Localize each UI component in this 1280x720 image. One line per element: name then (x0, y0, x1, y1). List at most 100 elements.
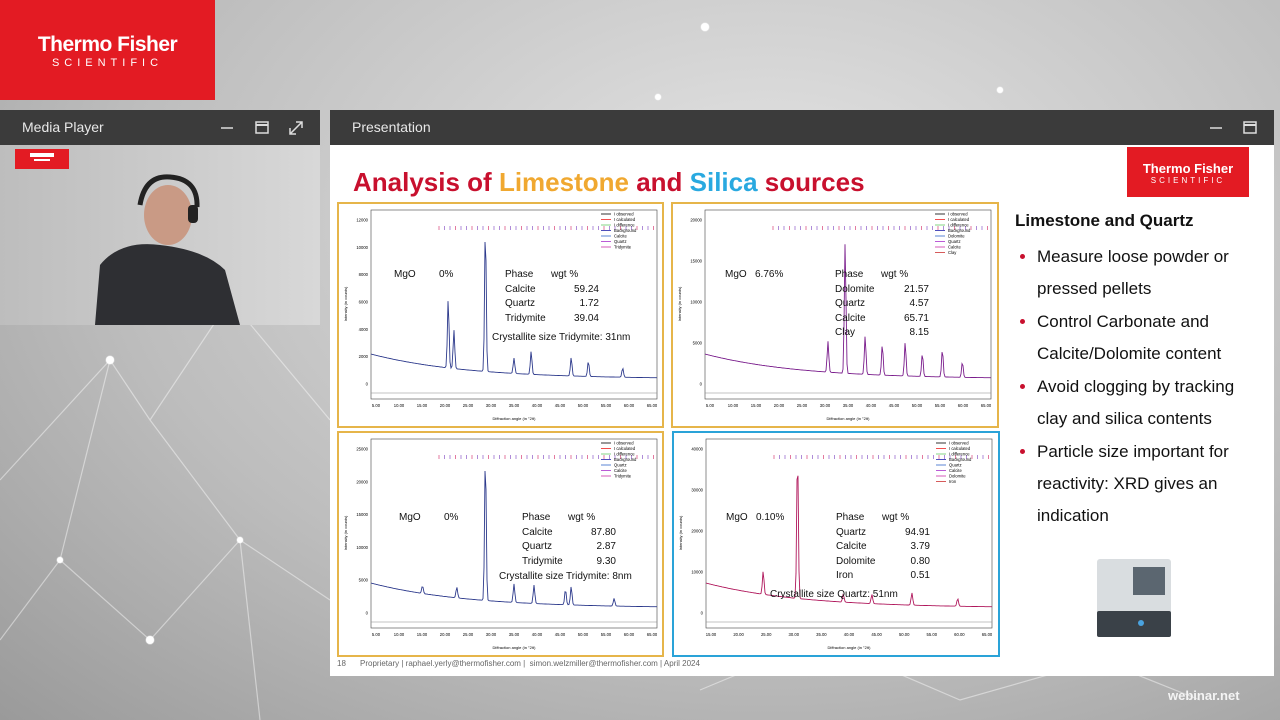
phase-name: Quartz (836, 526, 867, 538)
legend-label: Tridymite (614, 474, 632, 479)
legend-label: Dolomite (949, 474, 966, 479)
presentation-window: Presentation Analysis of Limestone and S… (330, 110, 1274, 676)
y-tick-label: 15000 (356, 512, 368, 517)
y-tick-label: 2000 (359, 354, 369, 359)
phase-name: Iron (836, 570, 854, 581)
legend-label: I observed (948, 212, 968, 217)
legend-label: Background (614, 457, 637, 462)
crystallite-size: Crystallite size Tridymite: 8nm (499, 571, 632, 582)
logo-sub: SCIENTIFIC (1150, 176, 1226, 185)
x-tick-label: 55.00 (601, 403, 612, 408)
table-header: Phase (836, 512, 865, 523)
phase-name: Calcite (836, 541, 867, 552)
bullet: Avoid clogging by tracking clay and sili… (1037, 371, 1260, 435)
phase-wgt: 59.24 (573, 283, 599, 295)
phase-name: Dolomite (836, 555, 876, 567)
window-controls[interactable] (1204, 119, 1264, 137)
x-tick-label: 65.00 (647, 632, 658, 637)
y-tick-label: 4000 (359, 327, 369, 332)
x-tick-label: 35.00 (816, 632, 827, 637)
x-axis-label: Diffraction angle (in °2θ) (493, 645, 537, 650)
y-tick-label: 5000 (693, 341, 703, 346)
y-tick-label: 15000 (690, 259, 702, 264)
x-tick-label: 50.00 (912, 403, 923, 408)
plot-frame (705, 438, 993, 629)
mgo-label: MgO (725, 269, 747, 280)
phase-wgt: 94.91 (904, 526, 930, 538)
x-tick-label: 55.00 (927, 632, 938, 637)
xrd-plot: Intensity (in counts) Diffraction angle (… (343, 438, 658, 650)
logo-brand: Thermo Fisher (1142, 161, 1234, 176)
plot-frame (704, 209, 992, 400)
x-tick-label: 50.00 (899, 632, 910, 637)
pattern-line (704, 244, 992, 379)
phase-name: Quartz (835, 298, 866, 309)
y-tick-label: 12000 (356, 218, 368, 223)
x-tick-label: 20.00 (440, 403, 451, 408)
y-tick-label: 30000 (691, 488, 703, 493)
x-tick-label: 45.00 (555, 403, 566, 408)
y-tick-label: 10000 (691, 570, 703, 575)
mgo-value: 6.76% (755, 269, 784, 280)
xrd-plot: Intensity (in counts) Diffraction angle (… (678, 438, 993, 650)
x-tick-label: 5.00 (706, 403, 715, 408)
x-tick-label: 50.00 (578, 632, 589, 637)
legend-label: I difference (949, 452, 970, 457)
x-tick-label: 50.00 (578, 403, 589, 408)
slide: Analysis of Limestone and Silica sources… (330, 145, 1274, 676)
phase-name: Clay (835, 327, 856, 338)
y-tick-label: 8000 (359, 272, 369, 277)
phase-wgt: 8.15 (909, 327, 929, 338)
legend-label: I observed (949, 441, 969, 446)
x-axis-label: Diffraction angle (in °2θ) (827, 416, 871, 421)
page-number: 18 (337, 659, 346, 668)
legend-label: Calcite (948, 245, 961, 250)
bullet-list: Measure loose powder or pressed pelletsC… (1015, 241, 1260, 532)
x-tick-label: 65.00 (982, 632, 993, 637)
legend-label: I difference (948, 223, 969, 228)
y-tick-label: 0 (700, 382, 703, 387)
x-tick-label: 20.00 (774, 403, 785, 408)
phase-name: Calcite (522, 526, 553, 538)
phase-wgt: 4.57 (909, 298, 929, 309)
legend-label: Quartz (614, 239, 627, 244)
y-axis-label: Intensity (in counts) (343, 286, 348, 321)
xrd-panel: Intensity (in counts) Diffraction angle (… (337, 202, 664, 428)
table-header: wgt % (551, 269, 579, 280)
title-part: Limestone (498, 167, 629, 197)
y-tick-label: 25000 (356, 447, 368, 452)
x-tick-label: 55.00 (601, 632, 612, 637)
y-tick-label: 0 (701, 611, 704, 616)
x-tick-label: 5.00 (372, 632, 381, 637)
slide-logo: Thermo Fisher SCIENTIFIC (1127, 147, 1249, 197)
xrd-panel: Intensity (in counts) Diffraction angle (… (337, 431, 664, 657)
video-feed (0, 145, 320, 325)
legend-label: Quartz (949, 463, 962, 468)
legend-label: I difference (614, 223, 635, 228)
xrd-panel: Intensity (in counts) Diffraction angle (… (671, 202, 999, 428)
sidebar: Limestone and Quartz Measure loose powde… (1015, 211, 1260, 533)
legend-label: Background (614, 228, 637, 233)
xrd-plot: Intensity (in counts) Diffraction angle (… (343, 209, 658, 421)
x-tick-label: 45.00 (555, 632, 566, 637)
title-part: and (628, 167, 690, 197)
logo-brand: Thermo Fisher (37, 33, 178, 56)
legend-label: Tridymite (614, 245, 632, 250)
phase-name: Quartz (522, 541, 553, 552)
table-header: Phase (522, 512, 551, 523)
brand-logo: Thermo Fisher SCIENTIFIC (0, 0, 215, 100)
x-tick-label: 30.00 (820, 403, 831, 408)
x-tick-label: 40.00 (866, 403, 877, 408)
window-controls[interactable] (218, 119, 308, 137)
bullet: Measure loose powder or pressed pellets (1037, 241, 1260, 305)
table-header: wgt % (881, 269, 909, 280)
legend-label: Dolomite (948, 234, 965, 239)
table-header: Phase (835, 269, 864, 280)
phase-name: Calcite (505, 283, 536, 295)
watermark: webinar.net (1168, 688, 1240, 703)
media-player: Media Player (0, 110, 320, 325)
media-player-header: Media Player (0, 110, 320, 145)
phase-wgt: 0.80 (910, 555, 930, 567)
x-tick-label: 10.00 (394, 403, 405, 408)
